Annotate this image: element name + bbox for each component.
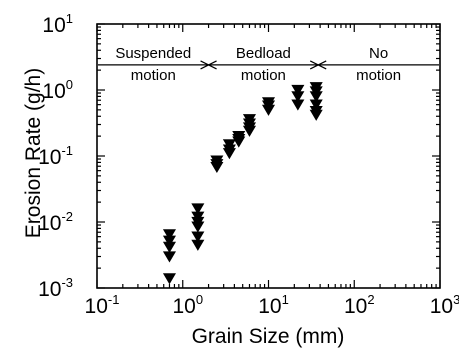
region-label-line2: motion <box>131 67 176 84</box>
data-point <box>309 109 323 121</box>
region-arrowhead-left <box>208 60 217 70</box>
data-point <box>309 99 323 111</box>
x-tick-label: 100 <box>172 292 203 318</box>
region-arrowhead-left <box>317 60 327 70</box>
motion-regions: Suspended motion Bedload motion No motion <box>98 45 439 84</box>
y-tick-label: 10-2 <box>38 209 73 235</box>
data-points <box>162 82 323 285</box>
plot-border <box>96 23 441 289</box>
y-tick-label: 10-1 <box>38 143 73 169</box>
tick-labels: 10-1 100 101 102 103 10-3 10-2 10-1 100 101 <box>38 11 459 318</box>
data-point <box>291 91 305 103</box>
data-point <box>191 231 205 243</box>
axis-ticks <box>96 23 441 289</box>
region-arrowhead-right <box>200 60 209 70</box>
region-2: Bedload motion <box>208 45 319 84</box>
data-point <box>309 91 323 103</box>
region-label-line2: motion <box>356 67 401 84</box>
y-tick-label: 10-3 <box>38 275 73 301</box>
data-point <box>162 273 176 285</box>
region-label-line1: No <box>369 45 388 62</box>
region-label-line2: motion <box>241 67 286 84</box>
x-tick-label: 103 <box>430 292 459 318</box>
x-tick-label: 10-1 <box>85 292 120 318</box>
region-arrowhead-right <box>309 60 319 70</box>
region-label-line1: Bedload <box>236 45 291 62</box>
plot-frame <box>96 23 441 289</box>
data-point <box>162 229 176 241</box>
data-point <box>291 99 305 111</box>
region-label-line1: Suspended <box>115 45 191 62</box>
data-point <box>191 203 205 215</box>
data-point <box>210 161 224 174</box>
x-tick-label: 102 <box>344 292 375 318</box>
x-tick-label: 101 <box>258 292 289 318</box>
data-point <box>162 241 176 253</box>
region-1: Suspended motion <box>98 45 209 84</box>
y-tick-label: 101 <box>42 11 73 37</box>
data-point <box>242 125 257 137</box>
region-3: No motion <box>317 45 439 84</box>
data-point <box>291 84 305 96</box>
data-point <box>162 251 176 263</box>
data-point <box>191 239 205 251</box>
data-point <box>191 221 205 233</box>
y-tick-label: 100 <box>42 77 73 103</box>
y-axis-title: Erosion Rate (g/h) <box>22 68 45 238</box>
data-point <box>222 148 236 160</box>
data-point <box>232 136 246 148</box>
data-point <box>162 235 176 247</box>
data-point <box>261 104 276 116</box>
x-axis-title: Grain Size (mm) <box>192 325 345 348</box>
